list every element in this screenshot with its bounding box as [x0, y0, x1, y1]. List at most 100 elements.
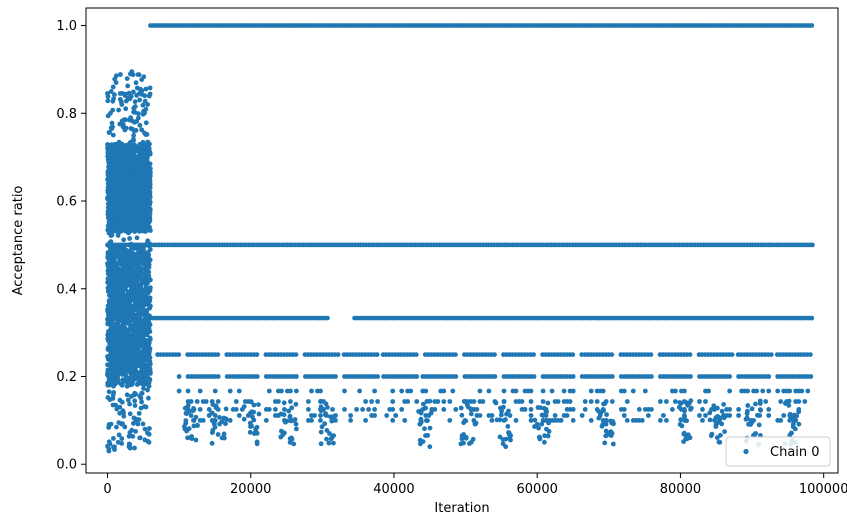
point-level-7 — [342, 407, 347, 412]
point-dip-3 — [281, 412, 287, 418]
point-level-6 — [802, 399, 808, 404]
point-level-3 — [648, 352, 654, 357]
point-burn-in — [141, 386, 146, 391]
point-burn-in — [131, 136, 136, 142]
point-burn-in — [136, 417, 142, 422]
point-burn-in — [120, 258, 126, 264]
point-level-5 — [236, 388, 242, 394]
point-dip-12 — [755, 412, 760, 418]
point-dip-11 — [714, 435, 720, 440]
point-burn-in — [105, 98, 111, 104]
point-dip-1 — [210, 418, 216, 424]
point-burn-in — [107, 203, 113, 208]
point-burn-in-band-0 — [144, 372, 150, 377]
point-level-5 — [309, 388, 314, 394]
point-dip-11 — [719, 408, 725, 414]
point-burn-in — [128, 203, 134, 209]
point-burn-in — [127, 242, 132, 248]
point-level-5 — [390, 388, 396, 394]
point-dip-7 — [503, 417, 508, 422]
point-burn-in — [117, 250, 123, 255]
point-burn-in — [126, 262, 132, 268]
point-burn-in — [121, 252, 127, 257]
point-burn-in — [109, 126, 115, 132]
point-burn-in — [146, 383, 152, 389]
point-burn-in — [110, 132, 116, 138]
point-burn-in — [122, 191, 128, 197]
point-dip-10 — [679, 423, 685, 429]
point-level-8 — [697, 413, 702, 418]
point-dip-7 — [497, 417, 503, 423]
point-dip-10 — [676, 404, 682, 410]
point-burn-in — [109, 120, 115, 126]
point-dip-3 — [292, 417, 298, 422]
point-extreme — [503, 444, 509, 450]
point-dip-3 — [294, 426, 299, 432]
point-level-5 — [642, 388, 648, 394]
point-burn-in — [111, 96, 116, 102]
point-level-8 — [736, 413, 741, 418]
point-burn-in-band-1 — [120, 158, 125, 164]
point-dip-9 — [596, 415, 602, 421]
point-burn-in-band-0 — [129, 334, 134, 340]
point-level-8 — [477, 413, 483, 418]
point-dip-3 — [287, 440, 293, 445]
point-burn-in-band-1 — [147, 224, 152, 230]
point-burn-in — [117, 207, 123, 213]
point-dip-2 — [251, 402, 257, 408]
point-level-5 — [266, 388, 272, 394]
point-dip-8 — [546, 429, 552, 434]
point-burn-in — [114, 424, 119, 430]
point-burn-in — [127, 344, 133, 350]
point-burn-in — [107, 130, 112, 135]
point-level-7 — [360, 407, 365, 412]
plot-frame — [85, 7, 839, 474]
point-level-9 — [513, 418, 519, 423]
point-level-7 — [306, 407, 311, 412]
point-burn-in — [117, 121, 123, 127]
point-level-8 — [552, 413, 558, 418]
point-burn-in-band-0 — [125, 319, 131, 324]
point-burn-in — [127, 401, 132, 407]
point-burn-in — [119, 344, 125, 350]
point-level-6 — [441, 399, 447, 404]
point-level-5 — [318, 388, 323, 394]
point-burn-in — [120, 296, 126, 302]
point-dip-5 — [422, 426, 427, 432]
point-burn-in — [117, 410, 123, 416]
point-burn-in — [147, 337, 153, 342]
point-dip-11 — [708, 433, 714, 439]
point-burn-in — [127, 358, 133, 363]
point-dip-4 — [318, 429, 324, 435]
point-level-6 — [405, 399, 411, 404]
point-burn-in — [108, 350, 114, 355]
point-burn-in — [115, 378, 121, 383]
point-dip-4 — [322, 421, 328, 427]
point-dip-3 — [293, 421, 299, 427]
point-burn-in — [136, 345, 142, 351]
point-level-5 — [706, 388, 711, 394]
point-burn-in — [131, 89, 136, 95]
point-level-9 — [390, 418, 396, 423]
point-dip-8 — [539, 412, 545, 418]
point-level-8 — [703, 413, 708, 418]
point-level-5 — [486, 388, 492, 394]
point-burn-in — [124, 221, 129, 227]
point-extreme — [142, 93, 148, 99]
point-burn-in — [106, 389, 112, 395]
point-level-6 — [588, 399, 594, 404]
point-dip-5 — [423, 405, 428, 411]
point-dip-4 — [324, 436, 329, 442]
point-burn-in — [144, 342, 150, 348]
point-level-5 — [441, 388, 447, 394]
point-extreme — [105, 91, 110, 96]
point-dip-12 — [744, 415, 750, 421]
point-level-8 — [661, 413, 666, 418]
point-burn-in — [110, 308, 116, 313]
point-burn-in-band-0 — [112, 258, 117, 263]
point-dip-1 — [215, 432, 221, 437]
point-level-5 — [501, 388, 507, 394]
point-burn-in — [132, 398, 138, 404]
point-dip-6 — [468, 406, 474, 412]
point-dip-2 — [249, 409, 255, 415]
